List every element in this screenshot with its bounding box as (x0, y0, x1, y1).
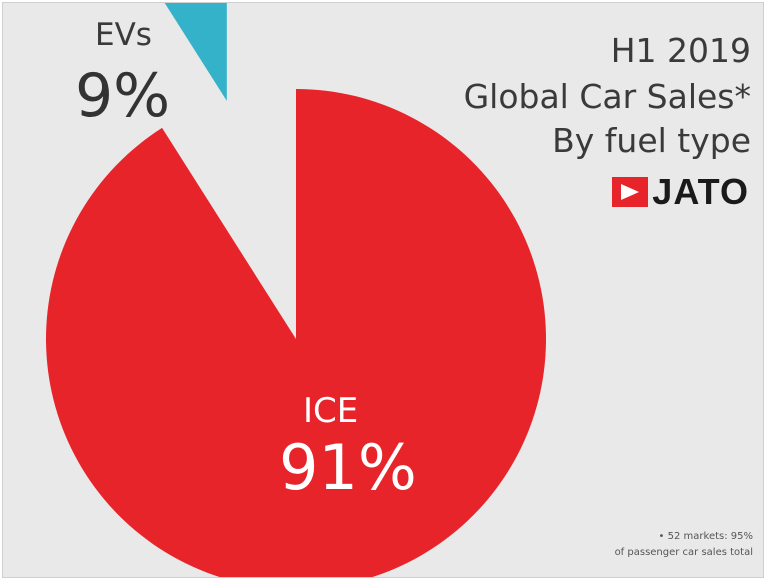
pie-chart (46, 3, 546, 577)
data-label-evs-value: 9% (75, 61, 171, 131)
logo-text: JATO (652, 171, 749, 212)
footnote-line-2: of passenger car sales total (614, 547, 753, 558)
data-label-ice-name: ICE (303, 391, 359, 431)
data-label-evs-name: EVs (95, 17, 152, 53)
chart-title-line-2: Global Car Sales* (463, 77, 751, 116)
footnote-line-1: • 52 markets: 95% (658, 531, 753, 542)
jato-flag-icon (612, 177, 649, 207)
footnote: • 52 markets: 95% of passenger car sales… (615, 529, 753, 561)
jato-logo: JATO (612, 171, 749, 213)
data-label-ice-value: 91% (279, 431, 417, 504)
chart-title-line-1: H1 2019 (610, 31, 751, 70)
chart-title-line-3: By fuel type (552, 121, 751, 160)
pie-slice-evs (164, 3, 227, 101)
pie-slice-ice (46, 89, 546, 577)
